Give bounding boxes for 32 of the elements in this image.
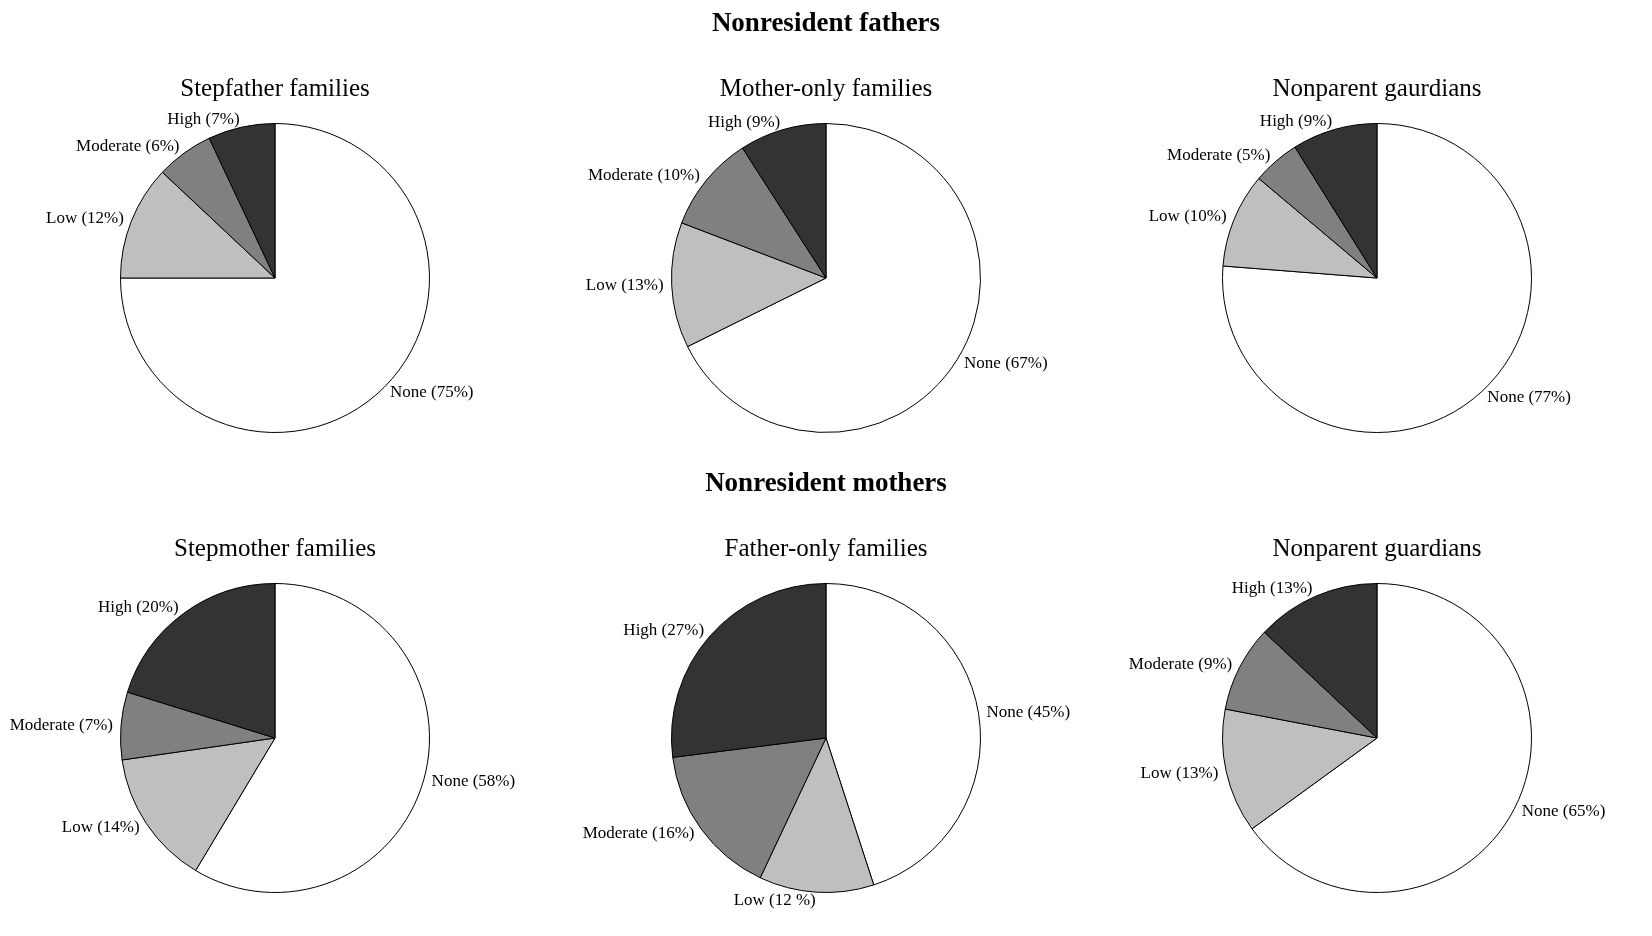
slice-label: Low (10%) [1148, 205, 1227, 225]
slice-label: Moderate (5%) [1167, 144, 1271, 164]
slice-label: Low (12 %) [733, 889, 816, 909]
slice-label: None (77%) [1487, 386, 1571, 406]
chart-title: Father-only families [724, 533, 928, 561]
slice-label: None (45%) [986, 702, 1071, 722]
slice-label: Low (14%) [61, 817, 140, 837]
chart-title: Stepmother families [173, 533, 377, 561]
slice-label: Moderate (10%) [588, 165, 700, 184]
slice-label: None (65%) [1521, 801, 1606, 821]
slice-label: High (20%) [97, 596, 179, 616]
slice-label: High (27%) [623, 620, 705, 640]
slice-label: Moderate (16%) [582, 822, 695, 842]
slice-label: None (75%) [389, 382, 474, 402]
slice-label: Low (12%) [46, 207, 124, 227]
slice-label: Moderate (6%) [76, 136, 180, 155]
chart-title: Stepfather families [180, 73, 370, 101]
slice-label: High (9%) [1259, 111, 1333, 131]
slice-label: None (58%) [431, 770, 516, 790]
slice-label: Moderate (9%) [1128, 653, 1233, 673]
slice-label: Low (13%) [1140, 762, 1219, 782]
text: Nonresident mothers [704, 466, 948, 499]
text: Nonresident fathers [710, 6, 942, 39]
chart-title: Nonparent guardians [1272, 533, 1482, 561]
chart-title: Mother-only families [719, 73, 933, 101]
slice-label: High (9%) [707, 111, 781, 131]
slice-label: High (13%) [1231, 578, 1313, 598]
slice-label: None (67%) [964, 353, 1048, 373]
chart-title: Nonparent gaurdians [1272, 73, 1482, 101]
slice-label: Moderate (7%) [9, 714, 114, 734]
slice-label: Low (13%) [585, 275, 664, 295]
slice-label: High (7%) [167, 108, 240, 128]
